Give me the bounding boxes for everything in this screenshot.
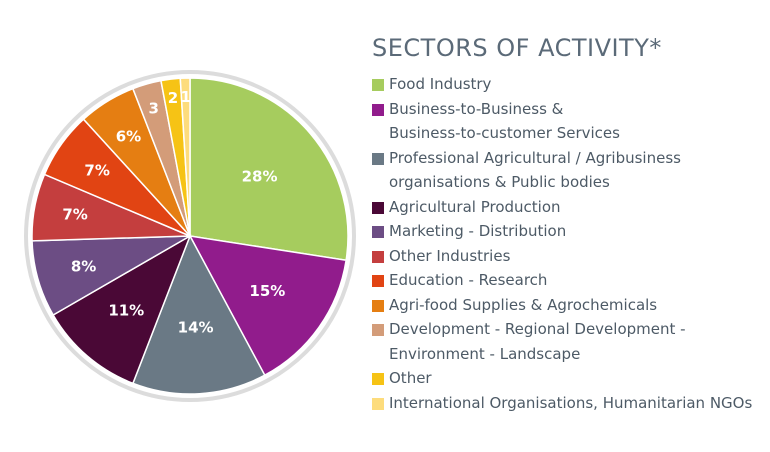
legend-label: International Organisations, Humanitaria…: [389, 391, 752, 416]
legend-swatch: [372, 250, 384, 263]
chart-title: SECTORS OF ACTIVITY*: [372, 34, 662, 62]
legend-swatch: [372, 103, 384, 116]
legend-swatch: [372, 226, 384, 238]
legend-label-line: Other Industries: [389, 246, 511, 265]
pie-slice: [52, 234, 192, 385]
slice-label: 6%: [116, 128, 141, 146]
legend-label: Other: [389, 366, 432, 391]
legend-label-line: Other: [389, 369, 432, 387]
legend-label-line: Food Industry: [389, 75, 492, 93]
legend-swatch: [372, 152, 384, 165]
legend-label-line: International Organisations, Humanitaria…: [389, 393, 753, 412]
legend-label-line: Marketing - Distribution: [389, 222, 567, 240]
legend-swatch: [372, 275, 384, 287]
legend-label-line: Agri-food Supplies & Agrochemicals: [389, 295, 658, 314]
slice-label: 11%: [108, 301, 144, 319]
pie-slice: [188, 235, 347, 377]
legend-item: Marketing - Distribution: [372, 219, 764, 244]
slice-label: 2: [168, 89, 178, 107]
legend: Food Industry Business-to-Business & Busin…: [372, 72, 764, 415]
legend-item: International Organisations, Humanitaria…: [372, 391, 764, 416]
legend-label: Agri-food Supplies & Agrochemicals: [389, 293, 657, 318]
slice-label: 1: [181, 88, 191, 106]
legend-label-line: Education - Research: [389, 271, 548, 289]
legend-item: Other Industries: [372, 244, 764, 269]
legend-label-line: Environment - Landscape: [389, 344, 581, 363]
legend-label: Agricultural Production: [389, 195, 561, 220]
legend-label: Professional Agricultural / Agribusiness…: [389, 146, 681, 195]
legend-item: Development - Regional Development - Envi…: [372, 317, 764, 366]
legend-label: Food Industry: [389, 72, 491, 97]
legend-label-line: Business-to-customer Services: [389, 124, 620, 142]
legend-label-line: Professional Agricultural / Agribusiness: [389, 148, 681, 167]
legend-label-line: Agricultural Production: [389, 197, 561, 216]
pie-slice: [189, 77, 349, 262]
legend-swatch: [372, 79, 384, 91]
legend-label: Education - Research: [389, 268, 547, 293]
legend-item: Other: [372, 366, 764, 391]
legend-label: Other Industries: [389, 244, 510, 269]
legend-item: Education - Research: [372, 268, 764, 293]
legend-item: Professional Agricultural / Agribusiness…: [372, 146, 764, 195]
slice-label: 28%: [242, 167, 278, 185]
legend-swatch: [372, 397, 384, 410]
legend-label-line: Business-to-Business &: [389, 99, 564, 118]
legend-item: Business-to-Business & Business-to-custom…: [372, 97, 764, 146]
legend-label: Business-to-Business & Business-to-custom…: [389, 97, 620, 146]
legend-label: Marketing - Distribution: [389, 219, 566, 244]
slice-label: 7%: [62, 206, 87, 224]
legend-swatch: [372, 373, 384, 385]
legend-swatch: [372, 324, 384, 336]
pie-slice: [179, 77, 191, 237]
pie-slice: [131, 234, 266, 395]
legend-item: Agricultural Production: [372, 195, 764, 220]
legend-item: Agri-food Supplies & Agrochemicals: [372, 293, 764, 318]
legend-swatch: [372, 299, 384, 312]
slice-label: 8%: [71, 257, 96, 275]
legend-item: Food Industry: [372, 72, 764, 97]
slice-label: 15%: [249, 282, 285, 300]
slice-label: 3: [148, 99, 158, 117]
legend-swatch: [372, 201, 384, 214]
slice-label: 14%: [178, 318, 214, 336]
legend-label: Development - Regional Development - Envi…: [389, 317, 686, 366]
pie-chart: 28% 15% 14% 11% 8% 7% 7% 6% 32 1: [24, 70, 356, 402]
legend-label-line: Development - Regional Development -: [389, 320, 686, 338]
legend-label-line: organisations & Public bodies: [389, 173, 610, 191]
slice-label: 7%: [84, 161, 109, 179]
